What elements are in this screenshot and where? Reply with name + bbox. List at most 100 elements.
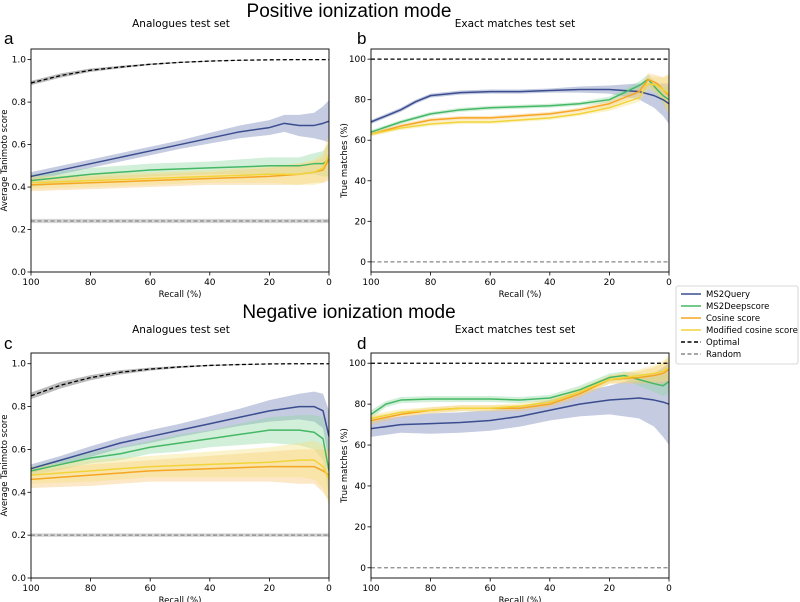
y-tick-label: 0.0 (12, 268, 27, 278)
section-title-positive: Positive ionization mode (247, 1, 452, 22)
series-line-ms2deepscore (371, 78, 669, 133)
panel-letter: b (357, 29, 366, 48)
x-tick-label: 40 (544, 584, 556, 594)
x-tick-label: 60 (144, 278, 156, 288)
panel-title: Analogues test set (132, 324, 230, 336)
legend-entry-ms2deepscore: MS2Deepscore (681, 302, 769, 312)
panel-title: Exact matches test set (455, 324, 576, 336)
x-tick-label: 0 (666, 278, 672, 288)
x-tick-label: 100 (22, 584, 39, 594)
legend-entry-modified-cosine-score: Modified cosine score (681, 326, 798, 336)
x-tick-label: 100 (22, 278, 39, 288)
y-tick-label: 80 (355, 400, 367, 410)
panel-letter: c (4, 334, 13, 353)
panel-c: Analogues test set c 100 80 60 40 20 0 0.0 0.2 0.4… (0, 324, 332, 602)
band-modified-cosine-score (371, 355, 669, 423)
series-line-optimal (31, 363, 329, 397)
series-line-modified-cosine-score (31, 154, 329, 184)
legend-label: MS2Deepscore (706, 302, 769, 312)
series-line-ms2deepscore (371, 374, 669, 415)
x-tick-label: 20 (604, 278, 616, 288)
axes-frame (30, 48, 330, 273)
y-tick-label: 0 (360, 258, 366, 268)
x-tick-label: 0 (326, 584, 332, 594)
legend-entry-optimal: Optimal (681, 338, 740, 348)
y-tick-label: 0.4 (12, 183, 27, 193)
band-random (31, 533, 329, 537)
legend-label: Random (706, 350, 741, 360)
panel-letter: d (357, 334, 366, 353)
axes-frame (370, 352, 670, 579)
series-line-cosine-score (371, 78, 669, 135)
x-tick-label: 100 (362, 584, 379, 594)
band-cosine-score (371, 357, 669, 425)
legend-label: MS2Query (706, 290, 750, 300)
y-axis-label: True matches (%) (340, 123, 350, 199)
section-title-negative: Negative ionization mode (242, 302, 455, 323)
y-tick-label: 0.6 (12, 141, 27, 151)
x-axis-label: Recall (%) (499, 596, 542, 602)
band-random (31, 218, 329, 224)
y-tick-label: 80 (355, 96, 367, 106)
y-tick-label: 0.0 (12, 574, 27, 584)
plot-area (31, 363, 329, 537)
band-cosine-score (31, 138, 329, 192)
panel-title: Exact matches test set (455, 18, 576, 30)
series-line-modified-cosine-score (371, 366, 669, 420)
band-ms2deepscore (31, 142, 329, 188)
x-tick-label: 80 (425, 278, 437, 288)
panel-letter: a (4, 29, 14, 48)
axes-frame (370, 48, 670, 273)
legend-label: Optimal (706, 338, 740, 348)
legend-entry-cosine-score: Cosine score (681, 314, 760, 324)
legend: MS2Query MS2Deepscore Cosine score Modif… (675, 285, 799, 365)
x-axis-label: Recall (%) (159, 290, 202, 300)
panel-d: Exact matches test set d 100 80 60 40 20 0 0 20 40… (340, 324, 672, 602)
series-line-cosine-score (31, 159, 329, 186)
series-line-ms2query (371, 397, 669, 430)
y-tick-label: 0.2 (12, 531, 26, 541)
series-line-optimal (31, 58, 329, 84)
x-tick-label: 80 (85, 584, 97, 594)
series-line-modified-cosine-score (31, 459, 329, 480)
panel-b: Exact matches test set b 100 80 60 40 20 0 0 20 40… (340, 18, 672, 300)
legend-entry-random: Random (681, 350, 741, 360)
y-tick-label: 0 (360, 564, 366, 574)
x-tick-label: 0 (666, 584, 672, 594)
y-tick-label: 0.6 (12, 445, 27, 455)
y-tick-label: 40 (355, 177, 367, 187)
x-tick-label: 40 (204, 278, 216, 288)
series-line-modified-cosine-score (371, 82, 669, 135)
y-tick-label: 0.2 (12, 226, 26, 236)
axes-frame (30, 352, 330, 579)
y-tick-label: 100 (349, 55, 366, 65)
band-ms2query (371, 363, 669, 446)
y-axis-label: Average Tanimoto score (0, 110, 10, 212)
y-tick-label: 0.8 (12, 403, 27, 413)
series-line-ms2query (31, 120, 329, 178)
band-ms2deepscore (371, 369, 669, 419)
x-tick-label: 20 (604, 584, 616, 594)
band-ms2query (31, 391, 329, 473)
series-line-ms2deepscore (31, 429, 329, 472)
plot-area (371, 58, 669, 263)
y-tick-label: 100 (349, 359, 366, 369)
y-tick-label: 0.8 (12, 98, 27, 108)
x-tick-label: 100 (362, 278, 379, 288)
band-ms2deepscore (31, 415, 329, 497)
legend-entry-ms2query: MS2Query (681, 290, 750, 300)
x-axis-label: Recall (%) (159, 596, 202, 602)
x-tick-label: 40 (544, 278, 556, 288)
y-tick-label: 1.0 (12, 360, 27, 370)
y-tick-label: 60 (355, 136, 367, 146)
panel-a: Analogues test set a 100 80 60 40 20 0 0.0 0.2 0.4… (0, 18, 332, 300)
x-tick-label: 0 (326, 278, 332, 288)
x-tick-label: 80 (85, 278, 97, 288)
legend-frame (675, 285, 799, 365)
series-line-cosine-score (31, 465, 329, 481)
y-tick-label: 20 (355, 523, 367, 533)
band-modified-cosine-score (31, 440, 329, 506)
x-tick-label: 40 (204, 584, 216, 594)
x-tick-label: 60 (484, 584, 496, 594)
